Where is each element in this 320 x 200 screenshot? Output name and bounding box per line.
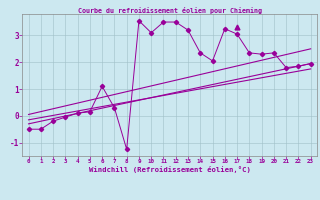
Title: Courbe du refroidissement éolien pour Chieming: Courbe du refroidissement éolien pour Ch… (78, 7, 262, 14)
X-axis label: Windchill (Refroidissement éolien,°C): Windchill (Refroidissement éolien,°C) (89, 166, 251, 173)
